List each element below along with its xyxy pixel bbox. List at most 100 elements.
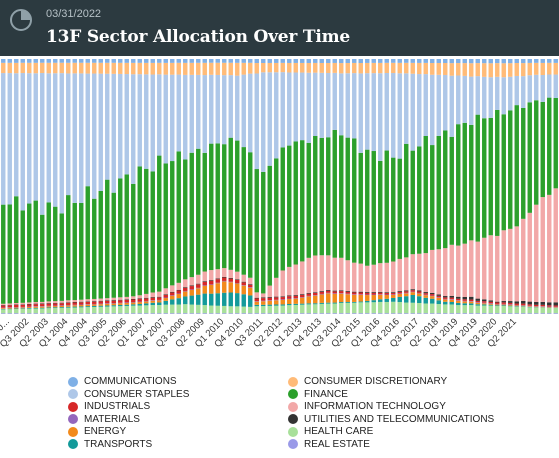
bar-segment-transports-48 <box>313 303 318 305</box>
legend-item-consumer-discretionary[interactable]: CONSUMER DISCRETIONARY <box>288 376 447 388</box>
bar-segment-finance-41 <box>267 165 272 286</box>
bar-segment-finance-46 <box>300 140 305 262</box>
bar-segment-information-technology-49 <box>319 255 324 292</box>
bar-segment-utilities-and-telecommunications-24 <box>157 296 162 298</box>
bar-segment-consumer-staples-58 <box>378 73 383 161</box>
bar-segment-health-care-42 <box>274 305 279 314</box>
bar-segment-energy-70 <box>456 300 461 303</box>
legend-item-materials[interactable]: MATERIALS <box>68 414 140 426</box>
bar-segment-real-estate-27 <box>176 313 181 314</box>
legend-swatch <box>288 414 298 424</box>
bar-segment-consumer-discretionary-39 <box>254 63 259 74</box>
bar-segment-consumer-discretionary-79 <box>514 63 519 76</box>
bar-segment-industrials-8 <box>53 303 58 306</box>
bar-segment-utilities-and-telecommunications-31 <box>202 281 207 282</box>
bar-segment-health-care-41 <box>267 305 272 314</box>
bar-segment-information-technology-70 <box>456 245 461 297</box>
bar-segment-consumer-staples-21 <box>137 74 142 167</box>
bar-segment-transports-26 <box>170 299 175 305</box>
bar-segment-health-care-26 <box>170 304 175 314</box>
bar-segment-information-technology-53 <box>345 260 350 291</box>
bar-segment-consumer-staples-53 <box>345 73 350 138</box>
bar-segment-transports-80 <box>521 306 526 307</box>
bar-segment-transports-10 <box>66 306 71 308</box>
bar-segment-transports-40 <box>261 304 266 307</box>
bar-segment-energy-84 <box>547 307 552 308</box>
bar-segment-materials-31 <box>202 285 207 286</box>
bar-segment-energy-69 <box>449 299 454 302</box>
bar-segment-consumer-staples-11 <box>72 73 77 203</box>
bar-segment-materials-75 <box>488 303 493 304</box>
bar-segment-health-care-48 <box>313 304 318 314</box>
bar-segment-energy-1 <box>7 307 12 309</box>
bar-segment-consumer-discretionary-5 <box>33 62 38 74</box>
bar-segment-consumer-discretionary-67 <box>436 62 441 75</box>
bar-segment-utilities-and-telecommunications-81 <box>527 301 532 305</box>
bar-segment-materials-6 <box>40 306 45 307</box>
bar-segment-energy-32 <box>209 284 214 294</box>
bar-segment-consumer-discretionary-46 <box>300 62 305 73</box>
legend-item-communications[interactable]: COMMUNICATIONS <box>68 376 177 388</box>
bar-segment-finance-26 <box>170 161 175 286</box>
bar-segment-communications-27 <box>176 59 181 63</box>
bar-segment-health-care-59 <box>384 301 389 314</box>
bar-segment-consumer-discretionary-44 <box>287 62 292 73</box>
bar-segment-materials-78 <box>508 304 513 305</box>
bar-segment-energy-5 <box>33 306 38 308</box>
legend-item-health-care[interactable]: HEALTH CARE <box>288 426 373 438</box>
bar-segment-consumer-staples-62 <box>404 73 409 144</box>
bar-segment-finance-48 <box>313 136 318 256</box>
bar-segment-materials-80 <box>521 305 526 306</box>
bar-segment-communications-78 <box>508 59 513 64</box>
legend-item-consumer-staples[interactable]: CONSUMER STAPLES <box>68 389 189 401</box>
bar-segment-communications-14 <box>92 59 97 63</box>
legend-item-finance[interactable]: FINANCE <box>288 389 348 401</box>
bar-segment-energy-19 <box>124 302 129 305</box>
bar-segment-communications-76 <box>495 59 500 64</box>
bar-segment-materials-50 <box>326 292 331 294</box>
bar-segment-industrials-13 <box>85 301 90 305</box>
bar-segment-finance-18 <box>118 178 123 298</box>
legend-label: COMMUNICATIONS <box>84 376 177 387</box>
bar-segment-real-estate-41 <box>267 313 272 314</box>
bar-segment-utilities-and-telecommunications-45 <box>293 295 298 296</box>
bar-segment-real-estate-61 <box>397 313 402 314</box>
bar-segment-energy-55 <box>358 294 363 302</box>
bar-segment-industrials-65 <box>423 293 428 295</box>
legend-item-utilities-and-telecommunications[interactable]: UTILITIES AND TELECOMMUNICATIONS <box>288 414 494 426</box>
bar-segment-health-care-83 <box>540 307 545 314</box>
bar-segment-finance-6 <box>40 214 45 302</box>
bar-segment-transports-20 <box>131 304 136 306</box>
bar-segment-transports-6 <box>40 307 45 309</box>
legend-label: INFORMATION TECHNOLOGY <box>304 401 446 412</box>
bar-segment-industrials-75 <box>488 301 493 304</box>
bar-segment-industrials-3 <box>20 304 25 307</box>
bar-segment-real-estate-81 <box>527 313 532 314</box>
legend-item-energy[interactable]: ENERGY <box>68 426 126 438</box>
bar-segment-utilities-and-telecommunications-70 <box>456 296 461 299</box>
legend-item-real-estate[interactable]: REAL ESTATE <box>288 439 370 451</box>
bar-segment-utilities-and-telecommunications-35 <box>228 277 233 279</box>
bar-segment-industrials-1 <box>7 305 12 308</box>
bar-segment-materials-49 <box>319 293 324 295</box>
bar-segment-transports-18 <box>118 304 123 307</box>
bar-segment-consumer-discretionary-54 <box>352 62 357 74</box>
bar-segment-communications-85 <box>553 59 558 63</box>
bar-segment-health-care-27 <box>176 304 181 314</box>
legend-item-transports[interactable]: TRANSPORTS <box>68 439 152 451</box>
bar-segment-transports-53 <box>345 302 350 303</box>
bar-segment-finance-65 <box>423 136 428 254</box>
bar-segment-finance-62 <box>404 143 409 258</box>
bar-segment-utilities-and-telecommunications-82 <box>534 302 539 305</box>
bar-segment-materials-62 <box>404 292 409 294</box>
bar-segment-consumer-discretionary-6 <box>40 62 45 74</box>
bar-segment-consumer-discretionary-48 <box>313 62 318 73</box>
bar-segment-consumer-staples-51 <box>332 72 337 130</box>
bar-segment-consumer-discretionary-22 <box>144 62 149 75</box>
bar-segment-materials-53 <box>345 293 350 295</box>
bar-segment-real-estate-51 <box>332 313 337 314</box>
bar-segment-health-care-21 <box>137 305 142 314</box>
legend-item-industrials[interactable]: INDUSTRIALS <box>68 401 150 413</box>
legend-item-information-technology[interactable]: INFORMATION TECHNOLOGY <box>288 401 446 413</box>
bar-segment-health-care-61 <box>397 302 402 314</box>
